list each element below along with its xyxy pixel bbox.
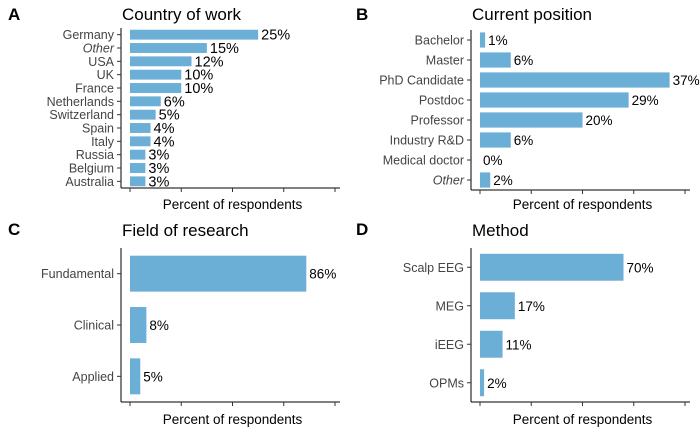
value-label: 6% <box>164 94 185 110</box>
category-label: Fundamental <box>41 267 114 281</box>
value-label: 3% <box>148 161 169 177</box>
bar <box>130 83 182 93</box>
category-label: Germany <box>63 28 115 42</box>
category-label: USA <box>88 55 114 69</box>
panel-letter: D <box>356 220 368 239</box>
category-label: Italy <box>91 135 115 149</box>
value-label: 70% <box>627 260 654 275</box>
category-label: Netherlands <box>47 95 114 109</box>
value-label: 29% <box>632 93 659 108</box>
bar <box>480 112 583 128</box>
bar <box>130 96 161 107</box>
value-label: 25% <box>261 28 290 44</box>
value-label: 0% <box>483 153 503 168</box>
category-label: Scalp EEG <box>403 261 464 275</box>
bar <box>130 69 182 80</box>
category-label: Postdoc <box>419 94 464 108</box>
bar <box>130 255 307 292</box>
category-label: Master <box>426 54 464 68</box>
panel-title: Country of work <box>122 5 242 24</box>
category-label: Russia <box>76 148 114 162</box>
value-label: 4% <box>154 134 175 150</box>
value-label: 4% <box>154 121 175 137</box>
category-label: Applied <box>72 370 114 384</box>
category-label: OPMs <box>429 376 464 390</box>
bar <box>130 109 156 120</box>
category-label: iEEG <box>435 338 464 352</box>
bar <box>130 123 151 133</box>
value-label: 5% <box>143 369 163 384</box>
value-label: 1% <box>488 33 508 48</box>
bar <box>480 72 670 88</box>
value-label: 10% <box>184 81 213 97</box>
category-label: MEG <box>436 299 464 313</box>
bar <box>130 136 151 147</box>
bar <box>130 29 259 40</box>
category-label: Other <box>83 42 115 56</box>
x-axis-title: Percent of respondents <box>163 197 303 212</box>
category-label: PhD Candidate <box>379 74 464 88</box>
category-label: Professor <box>411 114 465 128</box>
x-axis-title: Percent of respondents <box>513 412 653 427</box>
panel-letter: C <box>8 220 20 239</box>
x-axis-title: Percent of respondents <box>513 197 653 212</box>
category-label: Australia <box>65 175 114 189</box>
category-label: France <box>75 82 114 96</box>
value-label: 37% <box>673 73 700 88</box>
value-label: 5% <box>159 108 180 124</box>
value-label: 6% <box>514 133 534 148</box>
bar <box>480 32 486 48</box>
bar <box>480 253 624 281</box>
panel-letter: B <box>356 5 368 24</box>
value-label: 3% <box>148 148 169 164</box>
category-label: Spain <box>82 122 114 136</box>
category-label: Clinical <box>74 319 114 333</box>
bar <box>480 330 503 358</box>
value-label: 2% <box>493 173 513 188</box>
bar <box>480 172 491 188</box>
panel-letter: A <box>8 5 20 24</box>
panel-c: C Field of research Fundamental 86% Clinical… <box>8 220 340 427</box>
panel-d: D Method Scalp EEG 70% MEG 17% iEEG 11% OPMs 2% Pe… <box>356 220 690 427</box>
value-label: 17% <box>518 299 545 314</box>
category-label: Belgium <box>69 162 114 176</box>
category-label: Industry R&D <box>390 134 464 148</box>
bar <box>130 163 146 173</box>
category-label: UK <box>97 68 115 82</box>
bar <box>480 369 485 397</box>
bar <box>480 132 511 148</box>
value-label: 2% <box>487 376 507 391</box>
value-label: 11% <box>506 337 532 352</box>
panel-a: A Country of work Germany 25% Other 15% USA 12%… <box>8 5 340 212</box>
panel-b: B Current position Bachelor 1% Master 6% PhD C… <box>356 5 700 212</box>
value-label: 3% <box>148 174 169 190</box>
bar <box>480 52 511 68</box>
bar <box>130 56 192 67</box>
bar <box>130 149 146 160</box>
category-label: Switzerland <box>49 108 114 122</box>
value-label: 6% <box>514 53 534 68</box>
bar <box>480 92 629 108</box>
category-label: Medical doctor <box>383 154 464 168</box>
value-label: 10% <box>184 68 213 84</box>
bar <box>130 43 207 53</box>
panel-title: Field of research <box>122 221 249 240</box>
panel-title: Current position <box>472 5 592 24</box>
bar <box>130 176 146 187</box>
bar <box>480 292 515 320</box>
value-label: 20% <box>586 113 613 128</box>
category-label: Bachelor <box>415 34 464 48</box>
bar <box>130 307 147 343</box>
x-axis-title: Percent of respondents <box>163 412 303 427</box>
value-label: 86% <box>309 267 336 282</box>
panel-title: Method <box>472 221 529 240</box>
bar <box>130 358 141 395</box>
value-label: 8% <box>149 318 169 333</box>
value-label: 12% <box>195 54 224 70</box>
category-label: Other <box>433 174 465 188</box>
value-label: 15% <box>210 41 239 57</box>
